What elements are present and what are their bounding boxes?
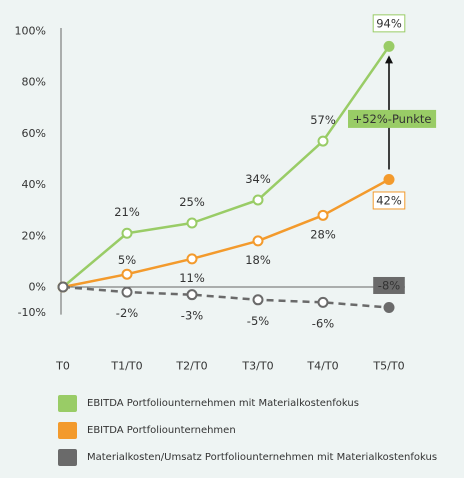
legend-item-ebitda-materialkostenfokus: EBITDA Portfoliounternehmen mit Material… bbox=[58, 394, 437, 412]
series-line-0 bbox=[62, 45, 391, 288]
y-tick-label: 0% bbox=[29, 281, 46, 294]
data-label-end-box bbox=[372, 14, 406, 33]
data-point bbox=[186, 253, 198, 265]
annotation-box bbox=[348, 109, 437, 128]
data-label-end: 42% bbox=[376, 193, 402, 207]
data-label: 18% bbox=[245, 253, 271, 267]
data-point bbox=[252, 294, 264, 306]
y-tick-label: 60% bbox=[22, 127, 46, 140]
data-label: -2% bbox=[116, 306, 138, 320]
data-point bbox=[317, 135, 329, 147]
legend-swatch-green bbox=[58, 394, 77, 412]
data-point bbox=[121, 268, 133, 280]
data-point bbox=[57, 281, 69, 293]
data-point bbox=[252, 194, 264, 206]
data-label: 21% bbox=[114, 205, 140, 219]
data-point bbox=[186, 289, 198, 301]
x-tick-label: T0 bbox=[55, 360, 70, 373]
data-label: 11% bbox=[179, 271, 205, 285]
data-label: 5% bbox=[118, 253, 136, 267]
y-tick-label: 100% bbox=[15, 25, 46, 38]
x-tick-label: T2/T0 bbox=[175, 360, 207, 373]
data-point bbox=[383, 173, 395, 185]
legend-swatch-orange bbox=[58, 421, 77, 439]
legend-label: EBITDA Portfoliounternehmen bbox=[87, 424, 236, 436]
y-tick-label: 80% bbox=[22, 76, 46, 89]
series-line-1 bbox=[62, 178, 390, 289]
data-label: 34% bbox=[245, 172, 271, 186]
data-label-end-box bbox=[372, 191, 406, 210]
data-label: -5% bbox=[247, 314, 269, 328]
data-point bbox=[317, 296, 329, 308]
data-label-end: 94% bbox=[376, 16, 402, 30]
legend-item-ebitda: EBITDA Portfoliounternehmen bbox=[58, 421, 437, 439]
data-label: 28% bbox=[310, 227, 336, 241]
annotation-label: +52%-Punkte bbox=[353, 112, 432, 126]
legend-swatch-gray bbox=[58, 448, 77, 466]
data-label: -6% bbox=[312, 316, 334, 330]
data-label-end-box bbox=[373, 276, 405, 294]
data-point bbox=[186, 217, 198, 229]
data-point bbox=[317, 209, 329, 221]
x-tick-label: T5/T0 bbox=[372, 360, 404, 373]
data-point bbox=[383, 301, 395, 313]
data-point bbox=[121, 227, 133, 239]
data-label: 57% bbox=[310, 113, 336, 127]
data-point bbox=[383, 40, 395, 52]
legend-item-materialkosten: Materialkosten/Umsatz Portfoliounternehm… bbox=[58, 448, 437, 466]
x-tick-label: T1/T0 bbox=[110, 360, 142, 373]
data-point bbox=[121, 286, 133, 298]
legend: EBITDA Portfoliounternehmen mit Material… bbox=[58, 394, 437, 475]
data-point bbox=[252, 235, 264, 247]
data-label-end: -8% bbox=[378, 278, 400, 292]
y-tick-label: 20% bbox=[22, 229, 46, 242]
x-tick-label: T3/T0 bbox=[241, 360, 273, 373]
x-tick-label: T4/T0 bbox=[306, 360, 338, 373]
legend-label: EBITDA Portfoliounternehmen mit Material… bbox=[87, 397, 359, 409]
legend-label: Materialkosten/Umsatz Portfoliounternehm… bbox=[87, 451, 438, 463]
data-label: -3% bbox=[181, 309, 203, 323]
series-line-2 bbox=[62, 285, 390, 309]
annotation-arrowhead bbox=[385, 55, 393, 64]
data-label: 25% bbox=[179, 195, 205, 209]
y-tick-label: 40% bbox=[22, 178, 46, 191]
y-tick-label: -10% bbox=[18, 306, 46, 319]
